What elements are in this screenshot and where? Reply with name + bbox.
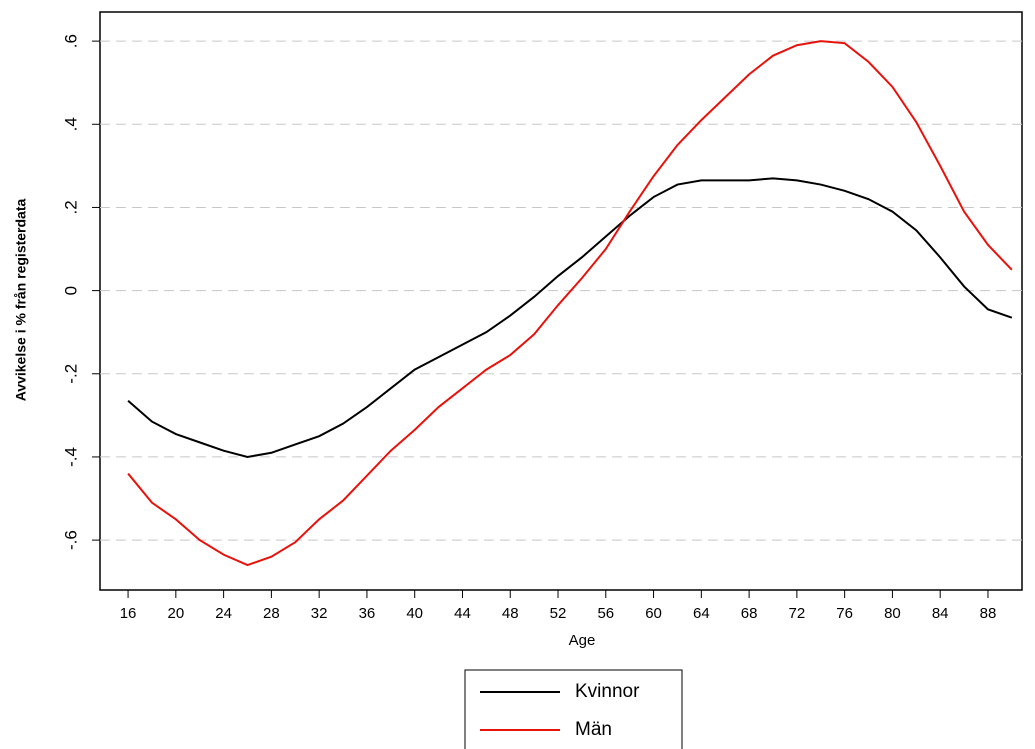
x-tick-label: 28 <box>263 605 280 622</box>
y-tick-label: -.6 <box>61 530 80 550</box>
y-tick-label: .2 <box>61 200 80 214</box>
x-tick-label: 84 <box>932 605 949 622</box>
y-tick-label: .6 <box>61 34 80 48</box>
x-tick-label: 56 <box>597 605 614 622</box>
legend-box <box>464 669 683 749</box>
x-tick-label: 52 <box>550 605 567 622</box>
x-tick-label: 48 <box>502 605 519 622</box>
legend-label: Män <box>575 719 612 740</box>
x-tick-label: 76 <box>836 605 853 622</box>
line-series <box>127 40 1013 567</box>
line-series <box>127 177 1013 458</box>
y-tick-label: 0 <box>61 286 80 295</box>
x-tick-label: 32 <box>311 605 328 622</box>
x-tick-label: 44 <box>454 605 471 622</box>
x-tick-label: 88 <box>980 605 997 622</box>
y-axis-title: Avvikelse i % från registerdata <box>13 198 29 401</box>
plot-frame <box>99 11 1023 591</box>
y-tick-label: -.4 <box>61 447 80 467</box>
x-tick-label: 64 <box>693 605 710 622</box>
x-tick-label: 80 <box>884 605 901 622</box>
x-tick-label: 60 <box>645 605 662 622</box>
x-tick-label: 24 <box>215 605 232 622</box>
x-tick-label: 72 <box>789 605 806 622</box>
y-tick-label: .4 <box>61 117 80 131</box>
x-tick-label: 20 <box>167 605 184 622</box>
x-tick-label: 68 <box>741 605 758 622</box>
y-tick-label: -.2 <box>61 364 80 384</box>
legend-label: Kvinnor <box>575 681 640 702</box>
x-tick-label: 40 <box>406 605 423 622</box>
x-tick-label: 16 <box>120 605 137 622</box>
x-axis-title: Age <box>569 632 596 649</box>
x-tick-label: 36 <box>359 605 376 622</box>
